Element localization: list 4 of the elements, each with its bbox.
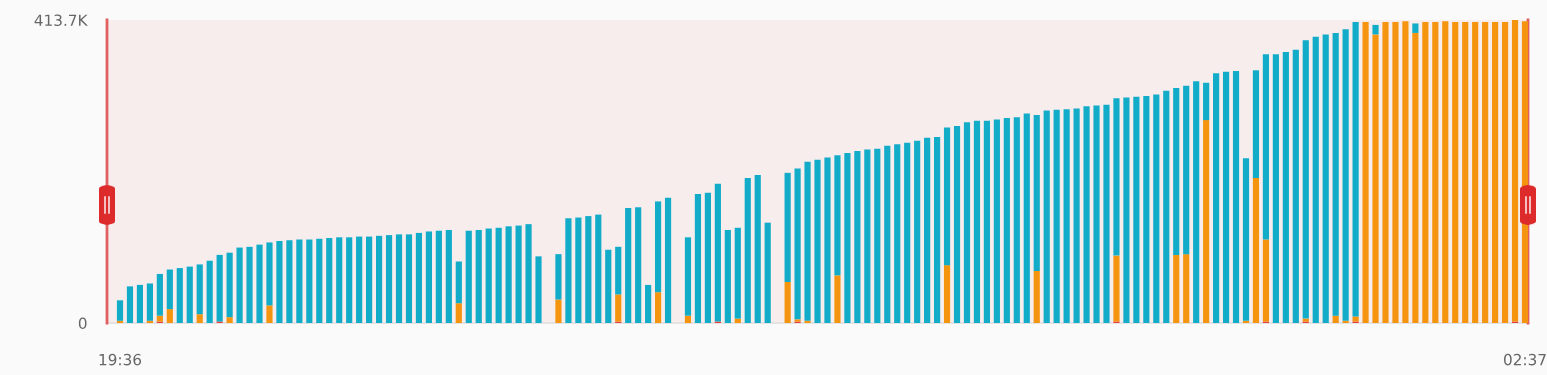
y-tick-label: 413.7K <box>34 14 88 27</box>
y-tick-label: 0 <box>78 317 87 330</box>
x-tick-label: 02:37 <box>1503 353 1546 366</box>
x-tick-label: 19:36 <box>99 353 142 366</box>
